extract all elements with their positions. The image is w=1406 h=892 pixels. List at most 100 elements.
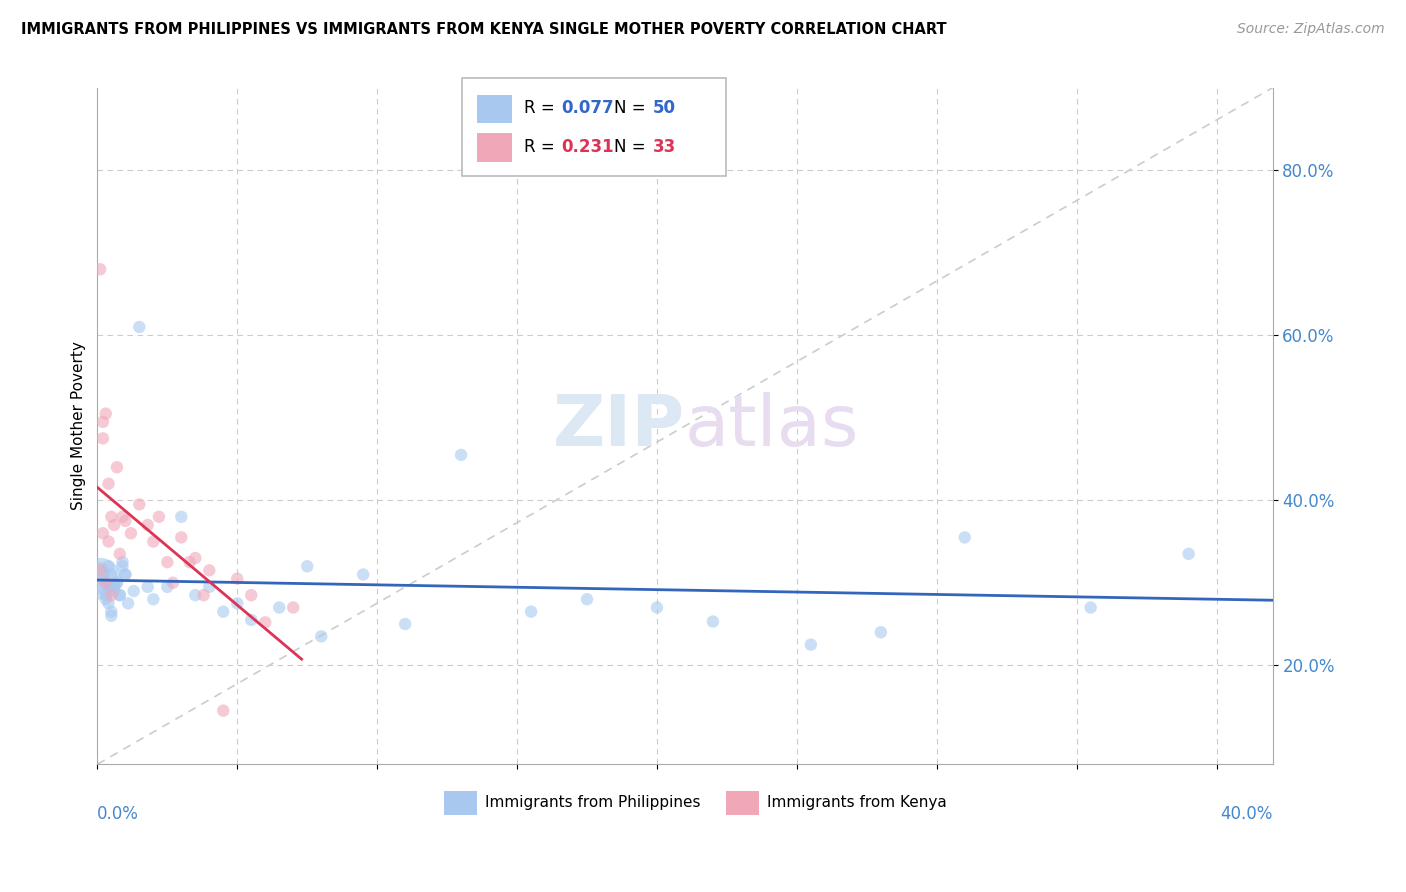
Point xyxy=(309,629,332,643)
Point xyxy=(100,608,122,623)
Text: N =: N = xyxy=(614,137,651,156)
Point xyxy=(156,580,179,594)
Text: ZIP: ZIP xyxy=(553,392,685,460)
Point xyxy=(240,613,263,627)
Point xyxy=(520,605,543,619)
Point xyxy=(105,460,128,475)
Text: Source: ZipAtlas.com: Source: ZipAtlas.com xyxy=(1237,22,1385,37)
FancyBboxPatch shape xyxy=(444,790,477,815)
Point xyxy=(91,567,114,582)
Point xyxy=(184,551,207,566)
Point xyxy=(450,448,472,462)
Point xyxy=(97,476,120,491)
Point xyxy=(89,563,111,577)
Point xyxy=(193,588,215,602)
Point xyxy=(800,638,823,652)
Point xyxy=(108,588,131,602)
Point xyxy=(97,596,120,610)
Point xyxy=(136,580,159,594)
Point xyxy=(953,530,976,544)
Point xyxy=(198,563,221,577)
Point xyxy=(869,625,891,640)
Point xyxy=(170,530,193,544)
Point xyxy=(91,580,114,594)
Text: 0.077: 0.077 xyxy=(561,99,614,118)
Point xyxy=(100,509,122,524)
Point xyxy=(1177,547,1199,561)
Text: 50: 50 xyxy=(654,99,676,118)
Point xyxy=(97,580,120,594)
Point xyxy=(156,555,179,569)
FancyBboxPatch shape xyxy=(477,95,512,123)
Point xyxy=(240,588,263,602)
Point xyxy=(100,588,122,602)
Point xyxy=(114,567,136,582)
Point xyxy=(111,555,134,569)
Point xyxy=(103,584,125,599)
Text: Immigrants from Philippines: Immigrants from Philippines xyxy=(485,796,700,810)
Point xyxy=(111,509,134,524)
Point xyxy=(91,526,114,541)
Point xyxy=(111,559,134,574)
Point xyxy=(105,575,128,590)
Point xyxy=(105,575,128,590)
Point xyxy=(89,262,111,277)
Point xyxy=(97,534,120,549)
Point xyxy=(269,600,291,615)
Point xyxy=(254,615,277,630)
Point xyxy=(94,575,117,590)
Text: 0.0%: 0.0% xyxy=(97,805,139,822)
Point xyxy=(645,600,668,615)
Point xyxy=(394,617,416,632)
Text: 0.231: 0.231 xyxy=(561,137,614,156)
Point xyxy=(212,704,235,718)
Point xyxy=(114,567,136,582)
Point xyxy=(103,580,125,594)
Point xyxy=(1080,600,1102,615)
FancyBboxPatch shape xyxy=(725,790,759,815)
Point xyxy=(94,575,117,590)
Text: IMMIGRANTS FROM PHILIPPINES VS IMMIGRANTS FROM KENYA SINGLE MOTHER POVERTY CORRE: IMMIGRANTS FROM PHILIPPINES VS IMMIGRANT… xyxy=(21,22,946,37)
Point xyxy=(94,588,117,602)
Point xyxy=(94,592,117,607)
Point xyxy=(103,518,125,533)
Text: 40.0%: 40.0% xyxy=(1220,805,1272,822)
Point xyxy=(128,320,150,334)
Point xyxy=(148,509,170,524)
Point xyxy=(295,559,318,574)
Point xyxy=(108,547,131,561)
Text: R =: R = xyxy=(524,99,560,118)
Point xyxy=(184,588,207,602)
Point xyxy=(179,555,201,569)
FancyBboxPatch shape xyxy=(461,78,725,176)
Point xyxy=(212,605,235,619)
Point xyxy=(136,518,159,533)
Point xyxy=(94,407,117,421)
Point xyxy=(100,605,122,619)
Y-axis label: Single Mother Poverty: Single Mother Poverty xyxy=(72,342,86,510)
Point xyxy=(89,572,111,586)
Point xyxy=(117,596,139,610)
Point xyxy=(97,559,120,574)
Text: 33: 33 xyxy=(654,137,676,156)
Point xyxy=(91,431,114,445)
Point xyxy=(89,563,111,577)
Point xyxy=(576,592,599,607)
Point xyxy=(142,592,165,607)
Text: N =: N = xyxy=(614,99,651,118)
Point xyxy=(226,572,249,586)
Point xyxy=(122,584,145,599)
Point xyxy=(108,588,131,602)
Point xyxy=(142,534,165,549)
Point xyxy=(352,567,374,582)
Text: R =: R = xyxy=(524,137,560,156)
Text: Immigrants from Kenya: Immigrants from Kenya xyxy=(768,796,948,810)
Point xyxy=(702,615,724,629)
Point xyxy=(198,580,221,594)
Point xyxy=(100,567,122,582)
Point xyxy=(91,415,114,429)
Point xyxy=(120,526,142,541)
Point xyxy=(114,514,136,528)
Point xyxy=(170,509,193,524)
Point xyxy=(283,600,305,615)
